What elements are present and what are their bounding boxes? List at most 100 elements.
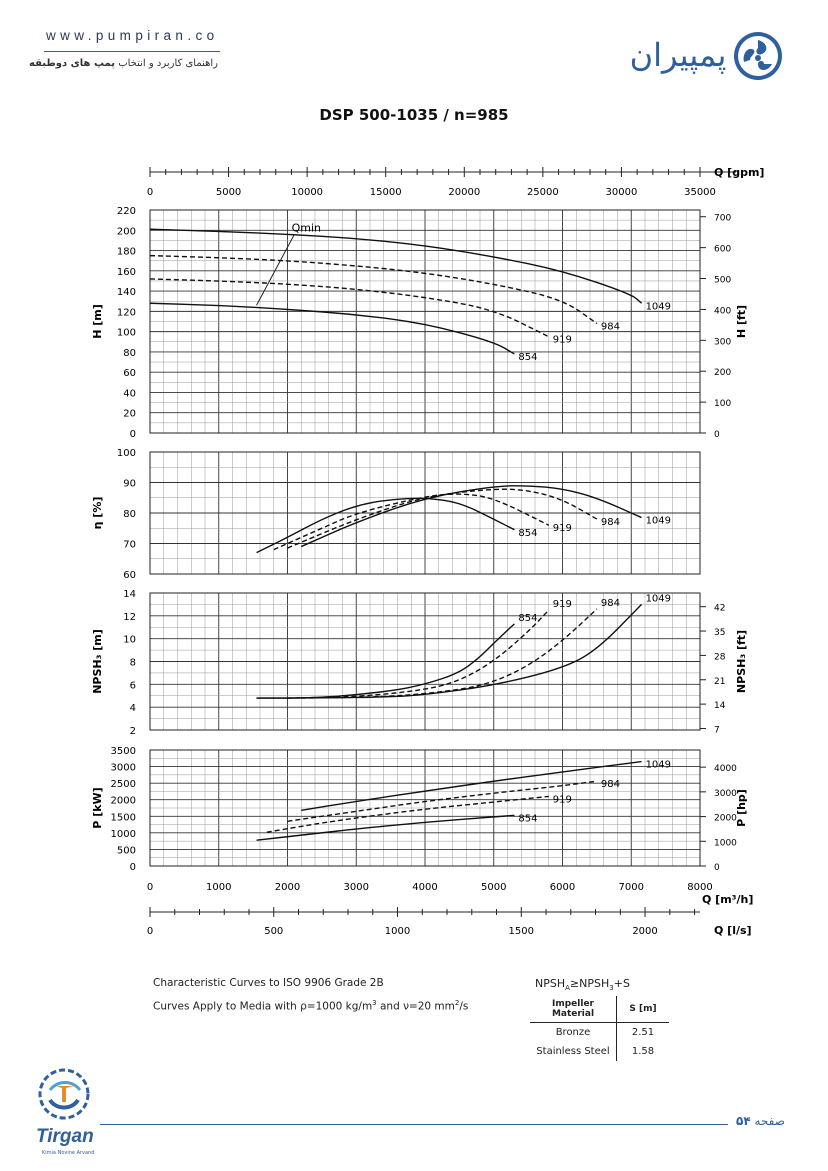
site-url[interactable]: www.pumpiran.co: [46, 28, 219, 43]
note-media-e: /s: [459, 1000, 469, 1013]
y-tick-label: 1500: [111, 812, 136, 823]
series-line-984: [149, 254, 598, 325]
right-tick-label: 300: [714, 337, 731, 347]
qmin-line: [256, 234, 295, 306]
y-tick-label: 2000: [111, 796, 136, 807]
formula-part-c: +S: [613, 977, 630, 990]
cell-s: 2.51: [631, 1027, 655, 1038]
right-tick-label: 21: [714, 677, 725, 687]
series-line-984: [301, 608, 598, 699]
page-number: صفحه ۵۴: [736, 1114, 785, 1128]
right-tick-label: 100: [714, 399, 731, 409]
series-line-854: [256, 623, 515, 699]
series-label-854: 854: [518, 813, 537, 824]
ls-tick-label: 0: [147, 926, 153, 937]
y-axis-label: η [%]: [91, 497, 104, 530]
gpm-tick-label: 20000: [448, 187, 480, 198]
col-s: S [m]: [616, 996, 669, 1023]
y-tick-label: 0: [130, 862, 136, 873]
y-tick-label: 140: [117, 287, 136, 298]
series-label-854: 854: [518, 528, 537, 539]
series-line-854: [256, 497, 515, 554]
series-line-854: [256, 814, 515, 841]
series-label-1049: 1049: [646, 760, 671, 771]
y-tick-label: 8: [130, 658, 136, 669]
formula-sub-a: A: [565, 984, 570, 993]
y-tick-label: 6: [130, 680, 136, 691]
series-label-1049: 1049: [646, 516, 671, 527]
cell-material: Stainless Steel: [530, 1042, 617, 1061]
brand-emblem-icon: [734, 32, 782, 80]
m3h-tick-label: 4000: [412, 882, 437, 893]
note-iso: Characteristic Curves to ISO 9906 Grade …: [153, 977, 384, 989]
panel-frame: [149, 209, 701, 434]
series-label-919: 919: [553, 523, 572, 534]
ls-tick-label: 1500: [509, 926, 534, 937]
right-tick-label: 42: [714, 604, 725, 614]
right-tick-label: 600: [714, 245, 731, 255]
y-tick-label: 220: [117, 206, 136, 217]
right-axis-label: P [hp]: [735, 789, 748, 827]
header-rule: [44, 51, 220, 52]
y-tick-label: 2500: [111, 779, 136, 790]
y-tick-label: 80: [123, 348, 136, 359]
series-label-919: 919: [553, 335, 572, 346]
gpm-tick-label: 15000: [370, 187, 402, 198]
m3h-tick-label: 7000: [619, 882, 644, 893]
y-axis-label: NPSH₃ [m]: [91, 629, 104, 694]
y-tick-label: 80: [123, 509, 136, 520]
formula-sub-b: 3: [609, 984, 614, 993]
m3h-tick-label: 8000: [687, 882, 712, 893]
panel-frame: [149, 451, 701, 575]
chart-title: DSP 500-1035 / n=985: [319, 106, 509, 124]
gpm-axis-label: Q [gpm]: [714, 166, 764, 179]
gpm-tick-label: 25000: [527, 187, 559, 198]
col-impeller-material: Impeller Material: [530, 996, 617, 1023]
ls-tick-label: 500: [264, 926, 283, 937]
series-line-919: [149, 278, 550, 338]
m3h-tick-label: 1000: [206, 882, 231, 893]
ls-axis-label: Q [l/s]: [714, 924, 752, 937]
pumpiran-logo: پمپیران: [628, 30, 788, 86]
series-label-919: 919: [553, 599, 572, 610]
formula-part-a: NPSH: [535, 977, 566, 990]
panel-frame: [149, 749, 701, 867]
y-tick-label: 14: [123, 589, 136, 600]
cell-s: 1.58: [631, 1046, 655, 1057]
gpm-tick-label: 5000: [216, 187, 241, 198]
note-media-c: and ν=20 mm: [376, 1000, 455, 1013]
series-line-1049: [300, 485, 642, 548]
y-tick-label: 100: [117, 448, 136, 459]
y-tick-label: 2: [130, 726, 136, 737]
y-tick-label: 10: [123, 635, 136, 646]
series-line-984: [287, 488, 598, 549]
y-tick-label: 200: [117, 226, 136, 237]
page-number-value: ۵۴: [736, 1114, 751, 1128]
y-tick-label: 500: [117, 845, 136, 856]
table-header-row: Impeller Material S [m]: [530, 996, 669, 1023]
y-tick-label: 60: [123, 570, 136, 581]
y-tick-label: 100: [117, 328, 136, 339]
y-tick-label: 90: [123, 479, 136, 490]
right-tick-label: 700: [714, 214, 731, 224]
tagline: راهنمای کاربرد و انتخاب پمپ های دوطبقه: [18, 58, 218, 69]
table-row: Stainless Steel 1.58: [530, 1042, 669, 1061]
y-tick-label: 60: [123, 368, 136, 379]
right-axis-label: H [ft]: [735, 305, 748, 338]
tirgan-wordmark: Tirgan: [36, 1126, 94, 1147]
tirgan-subtitle: Kimia Novine Arvand: [42, 1150, 95, 1156]
series-label-984: 984: [601, 598, 620, 609]
y-axis-label: H [m]: [91, 304, 104, 339]
note-media-exp2: 2: [454, 999, 460, 1007]
note-media-exp1: 3: [372, 999, 377, 1007]
npsh-margin-table: Impeller Material S [m] Bronze 2.51 Stai…: [530, 996, 669, 1061]
right-tick-label: 2000: [714, 814, 737, 824]
m3h-tick-label: 6000: [550, 882, 575, 893]
series-label-854: 854: [518, 352, 537, 363]
y-tick-label: 12: [123, 612, 136, 623]
series-line-1049: [149, 228, 643, 304]
m3h-tick-label: 5000: [481, 882, 506, 893]
note-media: Curves Apply to Media with ρ=1000 kg/m3 …: [153, 999, 468, 1013]
y-tick-label: 3500: [111, 746, 136, 757]
footer-rule: [100, 1124, 728, 1125]
